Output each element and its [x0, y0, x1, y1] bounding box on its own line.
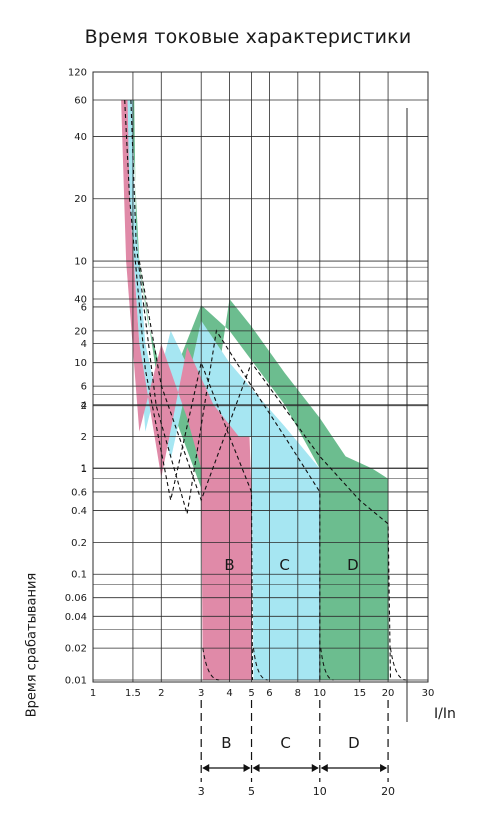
- x-tick-label: 1: [90, 688, 96, 699]
- y-tick-seconds: 4: [81, 400, 87, 411]
- curve-b-dashed: [124, 99, 254, 681]
- band-label-d: D: [348, 734, 360, 752]
- y-tick-seconds: 0.2: [71, 538, 87, 549]
- y-tick-minutes: 10: [74, 257, 87, 268]
- x-tick-label: 5: [248, 688, 254, 699]
- y-tick-seconds: 0.04: [65, 612, 87, 623]
- band-arrow-head: [252, 764, 260, 772]
- y-axis-label: Время срабатывания: [24, 572, 40, 718]
- x-axis-label: I/In: [434, 706, 456, 722]
- y-tick-minutes: 4: [81, 339, 87, 350]
- y-tick-seconds: 0.6: [71, 487, 87, 498]
- y-tick-minutes: 60: [74, 96, 87, 107]
- band-tick-label: 3: [198, 785, 205, 798]
- band-label-b: B: [221, 734, 231, 752]
- curve-c-dashed: [130, 99, 321, 680]
- band-arrow-head: [311, 764, 319, 772]
- band-arrow-head: [243, 764, 251, 772]
- x-tick-label: 4: [226, 688, 232, 699]
- y-tick-seconds: 10: [74, 358, 87, 369]
- x-tick-label: 8: [295, 688, 301, 699]
- y-tick-seconds: 40: [74, 295, 87, 306]
- band-arrow-head: [320, 764, 328, 772]
- y-tick-minutes: 120: [68, 68, 87, 79]
- y-tick-minutes: 1: [81, 464, 87, 475]
- y-tick-seconds: 2: [81, 432, 87, 443]
- region-label-b: B: [224, 556, 234, 574]
- y-tick-seconds: 0.01: [65, 676, 87, 687]
- plot-frame: [92, 71, 429, 683]
- chart-title: Время токовые характеристики: [84, 26, 412, 48]
- y-tick-minutes: 6: [81, 302, 87, 313]
- band-tick-label: 5: [248, 785, 255, 798]
- region-c: [124, 100, 320, 680]
- y-tick-minutes: 2: [81, 401, 87, 412]
- band-tick-label: 20: [381, 785, 395, 798]
- x-tick-label: 15: [353, 688, 366, 699]
- x-tick-label: 6: [266, 688, 272, 699]
- band-tick-label: 10: [313, 785, 327, 798]
- y-tick-minutes: 40: [74, 132, 87, 143]
- tail-d: [320, 648, 334, 681]
- x-tick-label: 20: [382, 688, 395, 699]
- band-label-c: C: [280, 734, 290, 752]
- x-tick-label: 3: [198, 688, 204, 699]
- y-tick-seconds: 0.06: [65, 593, 87, 604]
- x-tick-label: 2: [158, 688, 164, 699]
- band-arrow-head: [202, 764, 210, 772]
- region-label-d: D: [347, 556, 359, 574]
- y-tick-seconds: 1: [81, 464, 87, 475]
- region-b: [121, 100, 252, 680]
- y-tick-seconds: 0.02: [65, 644, 87, 655]
- region-label-c: C: [279, 556, 289, 574]
- region-d: [129, 100, 389, 680]
- x-tick-label: 1.5: [125, 688, 141, 699]
- band-arrow-head: [380, 764, 388, 772]
- tail-c: [252, 648, 268, 681]
- y-tick-seconds: 0.1: [71, 570, 87, 581]
- y-tick-seconds: 0.4: [71, 506, 87, 517]
- x-tick-label: 30: [422, 688, 435, 699]
- tail-d-right: [390, 648, 407, 681]
- tail-b: [202, 648, 220, 681]
- x-tick-label: 10: [313, 688, 326, 699]
- y-tick-seconds: 20: [74, 326, 87, 337]
- y-tick-minutes: 20: [74, 194, 87, 205]
- y-tick-seconds: 6: [81, 382, 87, 393]
